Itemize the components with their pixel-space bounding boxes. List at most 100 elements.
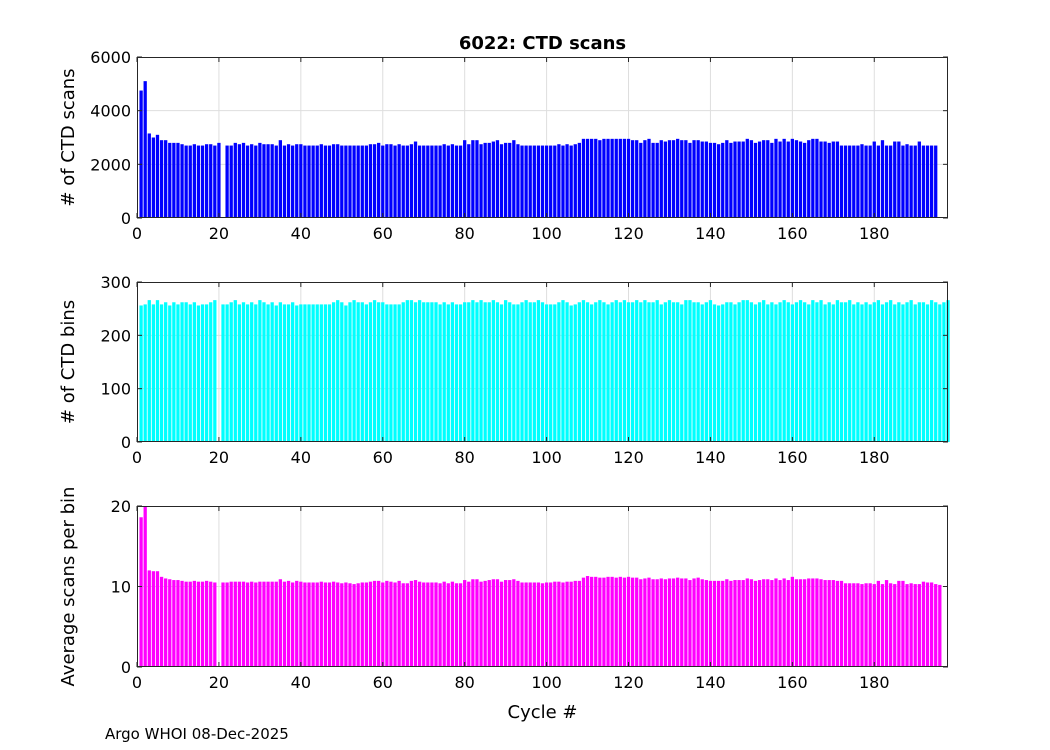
bar-cycle-132 [676,577,680,667]
bar-cycle-167 [819,141,823,218]
bar-cycle-122 [635,140,639,218]
bar-cycle-87 [491,579,495,667]
bar-cycle-120 [626,576,631,667]
bar-cycle-71 [426,302,430,442]
bar-cycle-127 [655,579,659,667]
bar-cycle-2 [143,506,147,667]
y-tick-label: 10 [111,578,131,597]
bar-cycle-3 [147,570,151,667]
bar-cycle-139 [704,302,708,442]
bar-cycle-189 [909,300,913,442]
bar-cycle-47 [327,145,332,218]
bar-cycle-136 [692,140,696,218]
x-tick-label: 100 [531,673,562,692]
bar-cycle-114 [602,302,606,442]
bar-cycle-94 [520,145,524,218]
bar-cycle-176 [856,583,860,667]
bar-cycle-166 [815,302,819,442]
bar-cycle-57 [368,302,373,442]
bar-cycle-66 [405,300,409,442]
bar-cycle-19 [213,300,217,442]
bar-cycle-29 [254,304,258,442]
bar-cycle-119 [622,300,627,442]
bar-cycle-33 [270,144,274,218]
bar-cycle-76 [446,145,450,218]
bar-cycle-59 [377,580,381,667]
bar-cycle-107 [573,304,577,442]
bar-cycle-109 [581,138,586,218]
bar-cycle-25 [237,304,242,442]
bar-cycle-101 [549,582,553,667]
bar-cycle-36 [282,145,287,218]
bar-cycle-60 [381,302,385,442]
bar-cycle-74 [438,583,442,667]
bar-cycle-103 [557,144,561,218]
bar-cycle-130 [667,140,672,218]
bar-cycle-160 [790,576,794,667]
bar-cycle-87 [491,141,495,218]
bar-cycle-195 [934,302,938,442]
bar-cycle-124 [643,300,647,442]
bar-cycle-37 [286,580,291,667]
bar-cycle-32 [266,304,270,442]
bar-cycle-150 [749,302,754,442]
bar-cycle-70 [422,302,426,442]
bar-cycle-146 [733,580,737,667]
bar-cycle-192 [921,145,926,218]
bar-cycle-36 [282,581,287,667]
bar-cycle-13 [188,581,192,667]
bar-cycle-78 [454,583,459,667]
bar-cycle-65 [401,302,405,442]
bar-cycle-61 [385,304,389,442]
bar-cycle-175 [852,583,856,667]
bar-cycle-145 [729,302,733,442]
bar-cycle-39 [295,580,299,667]
bar-cycle-138 [700,141,704,218]
bar-cycle-52 [348,583,352,667]
x-tick-label: 80 [454,673,474,692]
bar-cycle-58 [372,300,377,442]
bar-cycle-89 [499,144,504,218]
bar-cycle-13 [188,145,192,218]
bar-cycle-84 [479,300,483,442]
bar-cycle-100 [544,304,549,442]
bar-cycle-178 [864,302,868,442]
bar-cycle-120 [626,138,631,218]
bar-cycle-119 [622,138,627,218]
bar-cycle-170 [831,141,835,218]
bar-cycle-81 [467,144,471,218]
bar-cycle-80 [463,302,467,442]
bar-cycle-158 [782,138,786,218]
bar-cycle-186 [897,302,901,442]
bar-cycle-97 [532,145,536,218]
bar-cycle-44 [315,304,319,442]
bar-cycle-177 [860,304,864,442]
bar-cycle-168 [823,304,827,442]
bar-cycle-135 [688,580,692,667]
bar-cycle-63 [393,145,397,218]
bar-cycle-69 [417,145,422,218]
bar-cycle-191 [917,141,921,218]
bar-cycle-92 [512,304,516,442]
bar-cycle-8 [168,579,172,667]
chart-middle: 0 20 40 60 80 100 120 140 160 180 0 100 200 300 # of C… [58,273,950,467]
bar-cycle-60 [381,582,385,667]
bar-cycle-192 [921,581,926,667]
bar-cycle-13 [188,304,192,442]
bar-cycle-65 [401,145,405,218]
bar-cycle-125 [647,302,651,442]
bar-cycle-43 [311,582,315,667]
bar-cycle-46 [323,145,328,218]
bar-cycle-59 [377,302,381,442]
bar-cycle-1 [139,90,143,218]
bar-cycle-155 [770,142,774,218]
bar-cycle-10 [176,304,180,442]
bar-cycle-16 [200,145,205,218]
bar-cycle-128 [659,304,663,442]
bar-cycle-143 [721,580,725,667]
bar-cycle-96 [528,302,532,442]
bar-cycle-27 [245,304,250,442]
x-tick-label: 40 [291,448,311,467]
bar-cycle-36 [282,304,287,442]
bar-cycle-5 [155,571,160,667]
